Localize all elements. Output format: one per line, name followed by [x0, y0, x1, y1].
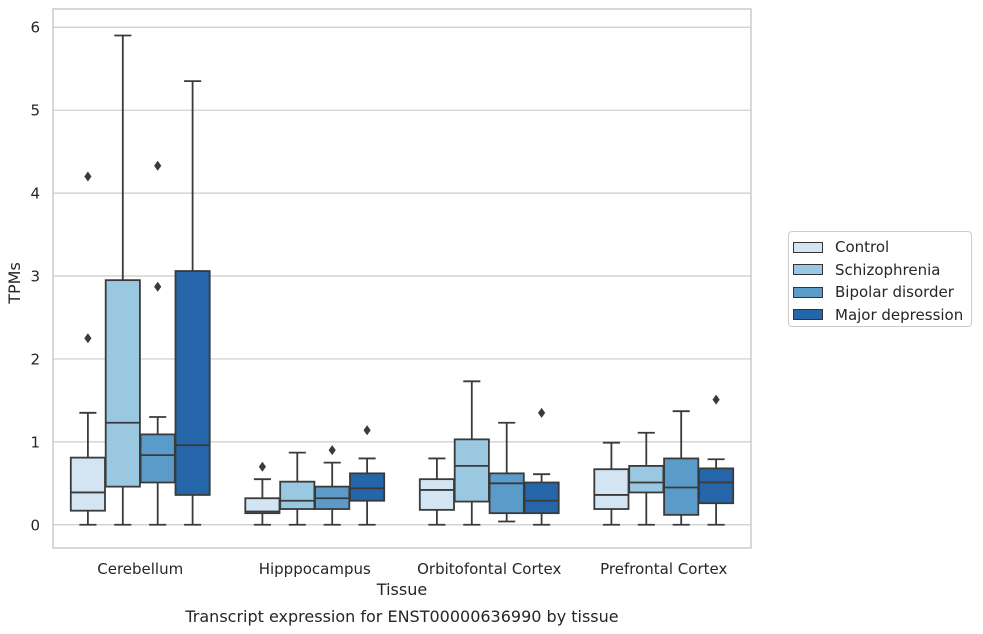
box: [488, 472, 525, 515]
box: [453, 438, 490, 503]
box: [698, 467, 735, 505]
legend: Control Schizophrenia Bipolar disorder Majo…: [788, 231, 972, 327]
x-tick-label: Hipppocampus: [259, 560, 371, 578]
plot-frame: [52, 8, 752, 549]
legend-swatch: [793, 286, 823, 298]
y-tick-labels: 0 1 2 3 4 5 6: [30, 19, 40, 535]
outlier-point: [154, 160, 162, 171]
box-group: [279, 451, 316, 526]
box-group: [314, 445, 351, 526]
legend-item: Bipolar disorder: [793, 281, 971, 304]
y-tick-label: 5: [30, 102, 40, 120]
box-group: [139, 160, 176, 526]
outlier-point: [84, 171, 92, 182]
outlier-point: [84, 333, 92, 344]
legend-item: Schizophrenia: [793, 259, 971, 282]
box-plots: [69, 34, 735, 526]
x-tick-label: Prefrontal Cortex: [600, 560, 727, 578]
chart-caption: Transcript expression for ENST0000063699…: [184, 607, 618, 626]
box: [628, 465, 665, 494]
x-tick-labels: Cerebellum Hipppocampus Orbitofontal Corte…: [97, 560, 727, 578]
box-group: [593, 441, 630, 526]
box-group: [244, 461, 281, 526]
box-group: [349, 425, 386, 526]
y-tick-label: 6: [30, 19, 40, 37]
y-tick-label: 3: [30, 268, 40, 286]
box-group: [174, 80, 211, 526]
box-group: [418, 457, 455, 526]
box: [593, 468, 630, 510]
x-axis-label: Tissue: [376, 580, 427, 599]
box: [279, 480, 316, 510]
legend-item: Major depression: [793, 304, 971, 327]
box: [349, 472, 386, 502]
box: [69, 456, 106, 512]
legend-label: Major depression: [835, 305, 964, 324]
legend-label: Control: [835, 238, 890, 257]
legend-swatch: [793, 264, 823, 276]
y-tick-label: 1: [30, 433, 40, 451]
y-tick-label: 2: [30, 350, 40, 368]
legend-item: Control: [793, 236, 971, 259]
legend-label: Bipolar disorder: [835, 283, 954, 302]
legend-swatch: [793, 309, 823, 321]
y-tick-label: 4: [30, 185, 40, 203]
legend-label: Schizophrenia: [835, 260, 941, 279]
box-group: [488, 421, 525, 523]
box-group: [104, 34, 141, 526]
outlier-point: [258, 461, 266, 472]
box-group: [698, 394, 735, 526]
box-group: [523, 407, 560, 526]
box: [139, 433, 176, 484]
box-group: [663, 410, 700, 526]
legend-swatch: [793, 241, 823, 253]
box-group: [453, 380, 490, 526]
outlier-point: [154, 281, 162, 292]
box-group: [628, 431, 665, 526]
box: [174, 270, 211, 496]
outlier-point: [363, 425, 371, 436]
x-tick-label: Cerebellum: [97, 560, 183, 578]
outlier-point: [712, 394, 720, 405]
x-tick-label: Orbitofontal Cortex: [417, 560, 561, 578]
box: [104, 279, 141, 488]
box-group: [69, 171, 106, 526]
box: [418, 478, 455, 511]
outlier-point: [328, 445, 336, 456]
y-tick-label: 0: [30, 516, 40, 534]
box: [523, 481, 560, 515]
y-axis-label: TPMs: [5, 262, 24, 305]
outlier-point: [538, 407, 546, 418]
